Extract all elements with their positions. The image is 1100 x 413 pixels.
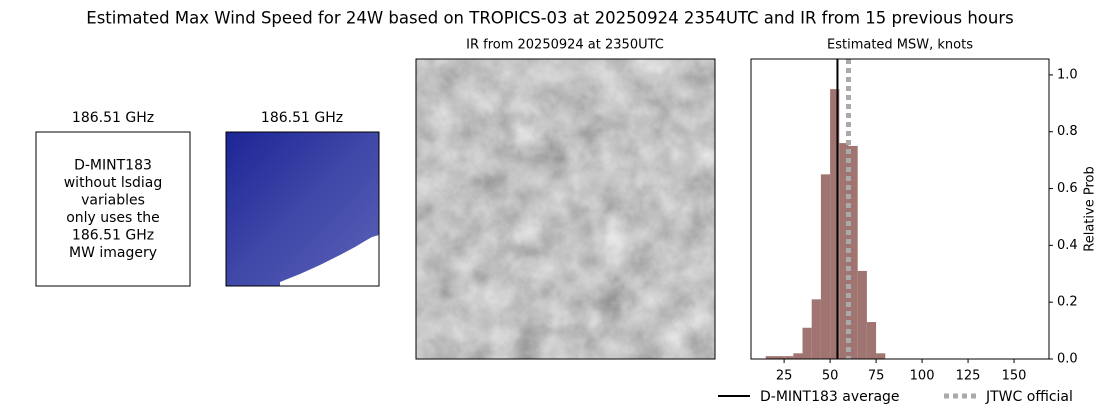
figure-title: Estimated Max Wind Speed for 24W based o…	[86, 9, 1013, 28]
x-tick-label: 75	[868, 369, 885, 384]
bar	[811, 299, 821, 359]
bar	[866, 322, 877, 359]
bar	[830, 89, 840, 359]
bar	[876, 353, 886, 359]
y-tick-label: 0.6	[1057, 181, 1078, 196]
legend-label: JTWC official	[985, 389, 1073, 405]
bar	[857, 270, 867, 359]
bar	[774, 356, 785, 359]
y-tick-label: 0.0	[1057, 352, 1078, 367]
chart-title: Estimated MSW, knots	[827, 38, 973, 53]
bar	[765, 356, 775, 359]
mw-image-mask	[280, 235, 379, 286]
legend-label: D-MINT183 average	[760, 389, 900, 405]
histogram-chart: Estimated MSW, knots D-MINT183 average JTW…	[718, 38, 1098, 405]
y-tick-label: 0.4	[1057, 238, 1078, 253]
bar	[820, 174, 831, 359]
panel-title: 186.51 GHz	[261, 110, 343, 126]
panel-frame	[415, 58, 716, 360]
y-axis-label: Relative Prob	[1083, 166, 1098, 251]
y-tick-label: 0.2	[1057, 295, 1078, 310]
x-tick-label: 100	[910, 369, 935, 384]
text-panel	[35, 131, 191, 287]
panel-text-line: D-MINT183	[74, 157, 152, 173]
x-tick-label: 25	[776, 369, 793, 384]
x-tick-label: 125	[956, 369, 981, 384]
plot-frame	[750, 58, 1050, 360]
panel-text-line: only uses the	[66, 210, 160, 226]
panel-title: 186.51 GHz	[72, 110, 154, 126]
ir-image	[416, 59, 715, 359]
x-tick-label: 50	[822, 369, 839, 384]
panel-text-line: variables	[81, 192, 145, 208]
bar	[802, 327, 812, 359]
panel-text-line: 186.51 GHz	[72, 227, 154, 243]
bar	[793, 353, 803, 359]
panel-text-line: without lsdiag	[64, 175, 163, 191]
bar	[784, 356, 794, 359]
y-tick-label: 1.0	[1057, 67, 1078, 82]
panel-title: IR from 20250924 at 2350UTC	[466, 38, 664, 53]
x-tick-label: 150	[1002, 369, 1027, 384]
bar	[839, 143, 849, 359]
bar	[848, 145, 858, 359]
panel-text-line: MW imagery	[69, 245, 157, 261]
panel-frame	[225, 131, 380, 287]
y-tick-label: 0.8	[1057, 124, 1078, 139]
